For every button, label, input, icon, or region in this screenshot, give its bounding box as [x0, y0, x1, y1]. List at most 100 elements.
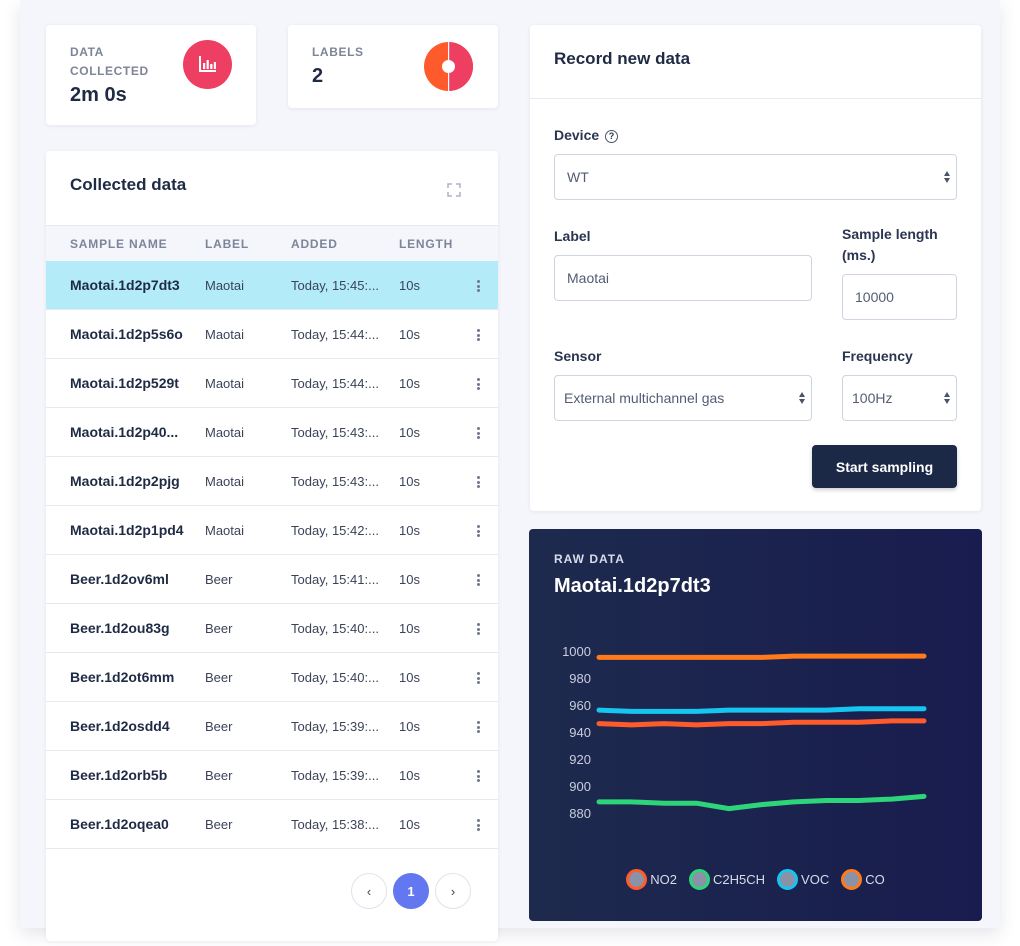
- table-row[interactable]: Maotai.1d2p5s6o Maotai Today, 15:44:... 10s: [46, 310, 498, 359]
- stat-value: 2: [312, 65, 324, 87]
- help-icon[interactable]: ?: [605, 129, 619, 143]
- more-vertical-icon[interactable]: [472, 523, 484, 539]
- sample-name-cell: Beer.1d2ot6mm: [70, 669, 175, 685]
- label-field-label: Label: [554, 228, 591, 244]
- sample-name-cell: Maotai.1d2p5s6o: [70, 326, 183, 342]
- more-vertical-icon[interactable]: [472, 719, 484, 735]
- expand-icon[interactable]: [447, 183, 461, 197]
- table-row[interactable]: Beer.1d2ov6ml Beer Today, 15:41:... 10s: [46, 555, 498, 604]
- column-header-label[interactable]: LABEL: [205, 237, 249, 251]
- table-row[interactable]: Maotai.1d2p40... Maotai Today, 15:43:... 10…: [46, 408, 498, 457]
- more-vertical-icon[interactable]: [472, 817, 484, 833]
- more-vertical-icon[interactable]: [472, 768, 484, 784]
- table-row[interactable]: Beer.1d2ou83g Beer Today, 15:40:... 10s: [46, 604, 498, 653]
- pagination-next-button[interactable]: ›: [435, 873, 471, 909]
- table-row[interactable]: Maotai.1d2p2pjg Maotai Today, 15:43:... 10s: [46, 457, 498, 506]
- table-row[interactable]: Maotai.1d2p7dt3 Maotai Today, 15:45:... 10s: [46, 261, 498, 310]
- length-cell: 10s: [399, 425, 420, 440]
- legend-swatch: [689, 869, 711, 890]
- raw-data-label: RAW DATA: [554, 552, 625, 566]
- legend-item[interactable]: C2H5CH: [689, 869, 765, 890]
- label-cell: Beer: [205, 670, 233, 685]
- more-vertical-icon[interactable]: [472, 474, 484, 490]
- legend-item[interactable]: CO: [841, 869, 885, 890]
- legend-swatch: [841, 869, 863, 890]
- added-cell: Today, 15:44:...: [291, 376, 379, 391]
- legend-item[interactable]: NO2: [626, 869, 677, 890]
- more-vertical-icon[interactable]: [472, 670, 484, 686]
- sample-name-cell: Maotai.1d2p1pd4: [70, 522, 184, 538]
- sample-name-cell: Maotai.1d2p2pjg: [70, 473, 180, 489]
- sample-length-value: 10000: [855, 289, 894, 305]
- y-tick-label: 880: [569, 806, 591, 821]
- more-vertical-icon[interactable]: [472, 327, 484, 343]
- stat-label: DATA COLLECTED: [70, 45, 149, 78]
- length-cell: 10s: [399, 719, 420, 734]
- added-cell: Today, 15:40:...: [291, 621, 379, 636]
- start-sampling-button[interactable]: Start sampling: [812, 445, 957, 488]
- y-tick-label: 980: [569, 671, 591, 686]
- table-row[interactable]: Beer.1d2oqea0 Beer Today, 15:38:... 10s: [46, 800, 498, 849]
- more-vertical-icon[interactable]: [472, 278, 484, 294]
- panel-title: Record new data: [554, 49, 691, 68]
- select-arrows-icon: [944, 392, 950, 404]
- label-input[interactable]: Maotai: [554, 255, 812, 301]
- column-header-sample-name[interactable]: SAMPLE NAME: [70, 237, 168, 251]
- added-cell: Today, 15:42:...: [291, 523, 379, 538]
- legend-label: C2H5CH: [713, 872, 766, 887]
- more-vertical-icon[interactable]: [472, 425, 484, 441]
- table-header: SAMPLE NAME LABEL ADDED LENGTH: [46, 225, 498, 261]
- length-cell: 10s: [399, 327, 420, 342]
- column-header-added[interactable]: ADDED: [291, 237, 338, 251]
- label-input-value: Maotai: [567, 270, 610, 286]
- bar-chart-icon: [183, 40, 232, 89]
- record-new-data-panel: Record new data Device ? WT Label Maotai…: [530, 25, 981, 511]
- table-row[interactable]: Beer.1d2osdd4 Beer Today, 15:39:... 10s: [46, 702, 498, 751]
- pagination-page-button[interactable]: 1: [393, 873, 429, 909]
- panel-title: Collected data: [70, 175, 187, 194]
- sensor-select-value: External multichannel gas: [564, 390, 725, 406]
- device-select-value: WT: [567, 169, 589, 185]
- label-cell: Maotai: [205, 327, 245, 342]
- series-line-no2: [596, 718, 927, 728]
- more-vertical-icon[interactable]: [472, 376, 484, 392]
- legend-item[interactable]: VOC: [777, 869, 829, 890]
- collected-data-panel: Collected data SAMPLE NAME LABEL ADDED L…: [46, 151, 498, 941]
- label-cell: Maotai: [205, 425, 245, 440]
- more-vertical-icon[interactable]: [472, 572, 484, 588]
- length-cell: 10s: [399, 768, 420, 783]
- table-row[interactable]: Beer.1d2orb5b Beer Today, 15:39:... 10s: [46, 751, 498, 800]
- sample-name-cell: Beer.1d2osdd4: [70, 718, 170, 734]
- length-cell: 10s: [399, 278, 420, 293]
- sensor-select[interactable]: External multichannel gas: [554, 375, 812, 421]
- select-arrows-icon: [799, 392, 805, 404]
- frequency-select[interactable]: 100Hz: [842, 375, 957, 421]
- label-cell: Beer: [205, 572, 233, 587]
- series-line-co: [596, 653, 927, 660]
- sample-name-cell: Beer.1d2oqea0: [70, 816, 169, 832]
- legend-label: CO: [865, 872, 885, 887]
- table-row[interactable]: Maotai.1d2p529t Maotai Today, 15:44:... 10s: [46, 359, 498, 408]
- sample-name-cell: Beer.1d2ov6ml: [70, 571, 169, 587]
- pagination-prev-button[interactable]: ‹: [351, 873, 387, 909]
- label-cell: Maotai: [205, 474, 245, 489]
- table-row[interactable]: Maotai.1d2p1pd4 Maotai Today, 15:42:... 10s: [46, 506, 498, 555]
- divider: [530, 98, 981, 99]
- table-row[interactable]: Beer.1d2ot6mm Beer Today, 15:40:... 10s: [46, 653, 498, 702]
- length-cell: 10s: [399, 474, 420, 489]
- sample-length-label: Sample length (ms.): [842, 226, 938, 263]
- frequency-select-value: 100Hz: [852, 390, 893, 406]
- y-tick-label: 940: [569, 725, 591, 740]
- sample-name-cell: Maotai.1d2p7dt3: [70, 277, 180, 293]
- added-cell: Today, 15:43:...: [291, 474, 379, 489]
- added-cell: Today, 15:38:...: [291, 817, 379, 832]
- label-cell: Beer: [205, 817, 233, 832]
- column-header-length[interactable]: LENGTH: [399, 237, 454, 251]
- device-select[interactable]: WT: [554, 154, 957, 200]
- added-cell: Today, 15:40:...: [291, 670, 379, 685]
- sample-name-cell: Maotai.1d2p40...: [70, 424, 179, 440]
- length-cell: 10s: [399, 572, 420, 587]
- sample-length-input[interactable]: 10000: [842, 274, 957, 320]
- more-vertical-icon[interactable]: [472, 621, 484, 637]
- sample-name-cell: Beer.1d2orb5b: [70, 767, 168, 783]
